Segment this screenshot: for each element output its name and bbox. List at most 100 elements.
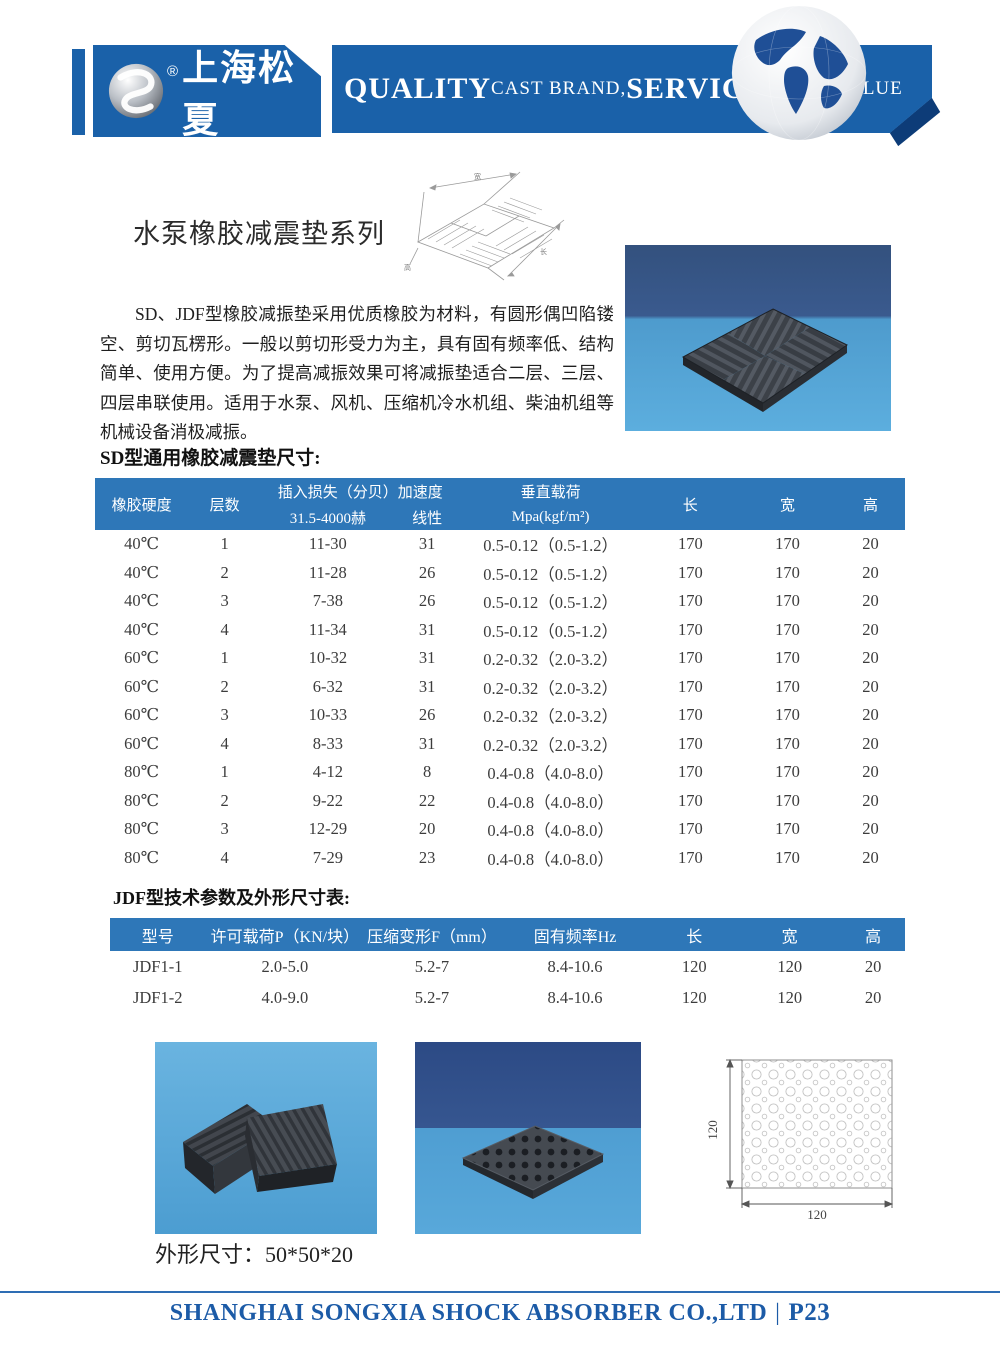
col-height: 高 (836, 478, 905, 530)
table-cell: 170 (677, 534, 703, 554)
table-cell: 2 (220, 790, 229, 810)
table-cell: 3 (220, 705, 229, 725)
table-cell: 31 (418, 619, 436, 639)
table-cell: 7-29 (312, 847, 343, 867)
table-cell: 3 (220, 819, 229, 839)
table-cell: 0.5-0.12（0.5-1.2） (483, 621, 618, 641)
jdf-table-title: JDF型技术参数及外形尺寸表: (113, 888, 350, 908)
globe-icon (731, 5, 867, 141)
table-row: 80℃ 2 9-22 22 0.4-0.8（4.0-8.0） 170 170 20 (95, 787, 905, 816)
table-cell: 170 (775, 790, 800, 810)
table-cell: 26 (418, 591, 436, 611)
table-cell: 20 (862, 562, 879, 582)
table-cell: 170 (677, 648, 703, 668)
table-cell: 2 (220, 676, 229, 696)
product-photo-ribbed-blocks (155, 1042, 377, 1234)
product-photo-corrugated-pad (625, 245, 891, 431)
table-row: 40℃ 4 11-34 31 0.5-0.12（0.5-1.2） 170 170 20 (95, 616, 905, 645)
table-cell: 11-34 (308, 619, 347, 639)
table-cell: 20 (862, 733, 879, 753)
sd-table-body: 40℃ 1 11-30 31 0.5-0.12（0.5-1.2） 170 170 20 40℃ 2… (95, 530, 905, 872)
table-cell: 170 (775, 648, 800, 668)
table-row: 40℃ 1 11-30 31 0.5-0.12（0.5-1.2） 170 170 20 (95, 530, 905, 559)
table-cell: 40℃ (124, 562, 160, 582)
table-cell: 40℃ (124, 591, 160, 611)
brand-logo: ® 上海松夏 (93, 45, 321, 137)
table-cell: 120 (777, 956, 803, 976)
table-cell: 120 (681, 956, 707, 976)
footer-page-number: P23 (788, 1299, 831, 1326)
jdf-spec-table: 型号 许可载荷P（KN/块） 压缩变形F（mm） 固有频率Hz 长 宽 高 JD… (110, 918, 905, 1013)
footer-separator: | (775, 1300, 781, 1326)
col-load-sub: Mpa(kgf/m²) (459, 504, 642, 530)
table-row: 80℃ 3 12-29 20 0.4-0.8（4.0-8.0） 170 170 20 (95, 815, 905, 844)
table-cell: 0.5-0.12（0.5-1.2） (483, 564, 618, 584)
table-cell: 1 (220, 534, 229, 554)
col-length: 长 (641, 478, 739, 530)
table-cell: 20 (862, 762, 879, 782)
intro-paragraph: SD、JDF型橡胶减振垫采用优质橡胶为材料，有圆形偶凹陷镂空、剪切瓦楞形。一般以… (100, 304, 614, 442)
table-cell: 4 (220, 619, 229, 639)
table-row: 40℃ 2 11-28 26 0.5-0.12（0.5-1.2） 170 170 20 (95, 559, 905, 588)
table-cell: 170 (677, 619, 703, 639)
table-cell: 2 (220, 562, 229, 582)
page-title: 水泵橡胶减震垫系列 (133, 219, 385, 249)
table-cell: 1 (220, 762, 229, 782)
table-cell: 31 (418, 648, 436, 668)
table-cell: 31 (418, 534, 436, 554)
table-cell: JDF1-2 (132, 987, 183, 1007)
table-cell: 0.5-0.12（0.5-1.2） (483, 536, 618, 556)
table-cell: 20 (862, 648, 879, 668)
table-cell: 0.2-0.32（2.0-3.2） (483, 650, 618, 670)
brand-name: 上海松夏 (182, 47, 297, 140)
table-cell: 170 (775, 534, 800, 554)
table-cell: 20 (418, 819, 436, 839)
table-cell: 5.2-7 (414, 956, 450, 976)
jdf-table-header: 型号 许可载荷P（KN/块） 压缩变形F（mm） 固有频率Hz 长 宽 高 (110, 918, 905, 951)
table-cell: JDF1-1 (132, 956, 183, 976)
svg-text:120: 120 (705, 1120, 720, 1140)
table-row: 80℃ 1 4-12 8 0.4-0.8（4.0-8.0） 170 170 20 (95, 758, 905, 787)
table-cell: 20 (862, 676, 879, 696)
table-cell: 120 (777, 987, 803, 1007)
table-cell: 170 (775, 591, 800, 611)
table-cell: 0.5-0.12（0.5-1.2） (483, 593, 618, 613)
table-cell: 0.4-0.8（4.0-8.0） (487, 821, 614, 841)
footer-divider (0, 1291, 1000, 1293)
col-freq-sub: 31.5-4000赫 (261, 504, 395, 530)
table-cell: 80℃ (124, 847, 160, 867)
table-cell: 80℃ (124, 790, 160, 810)
col-width: 宽 (738, 478, 837, 530)
col-layers: 层数 (188, 478, 262, 530)
table-row: 60℃ 1 10-32 31 0.2-0.32（2.0-3.2） 170 170 20 (95, 644, 905, 673)
table-cell: 9-22 (312, 790, 343, 810)
table-cell: 20 (862, 705, 879, 725)
col-deform: 压缩变形F（mm） (364, 918, 500, 951)
registered-mark: ® (167, 62, 179, 80)
table-row: 40℃ 3 7-38 26 0.5-0.12（0.5-1.2） 170 170 20 (95, 587, 905, 616)
table-cell: 0.2-0.32（2.0-3.2） (483, 735, 618, 755)
table-cell: 20 (862, 847, 879, 867)
table-cell: 170 (677, 733, 703, 753)
table-cell: 170 (775, 676, 800, 696)
table-cell: 170 (775, 819, 800, 839)
header-side-bar (72, 49, 85, 135)
table-cell: 20 (862, 591, 879, 611)
table-cell: 4-12 (312, 762, 343, 782)
table-cell: 20 (862, 819, 879, 839)
table-cell: 0.4-0.8（4.0-8.0） (487, 849, 614, 869)
table-cell: 60℃ (124, 733, 160, 753)
logo-sphere-icon (108, 63, 164, 119)
table-cell: 22 (418, 790, 436, 810)
svg-text:宽: 宽 (474, 172, 481, 181)
table-cell: 170 (677, 705, 703, 725)
table-cell: 31 (418, 733, 436, 753)
jdf-table-body: JDF1-1 2.0-5.0 5.2-7 8.4-10.6 120 120 20 JDF1-2… (110, 951, 905, 1013)
table-cell: 170 (775, 762, 800, 782)
table-cell: 4 (220, 847, 229, 867)
col-linear-sub: 线性 (394, 504, 460, 530)
table-cell: 20 (864, 987, 882, 1007)
table-cell: 4 (220, 733, 229, 753)
col-width: 宽 (738, 918, 842, 951)
table-cell: 170 (677, 819, 703, 839)
